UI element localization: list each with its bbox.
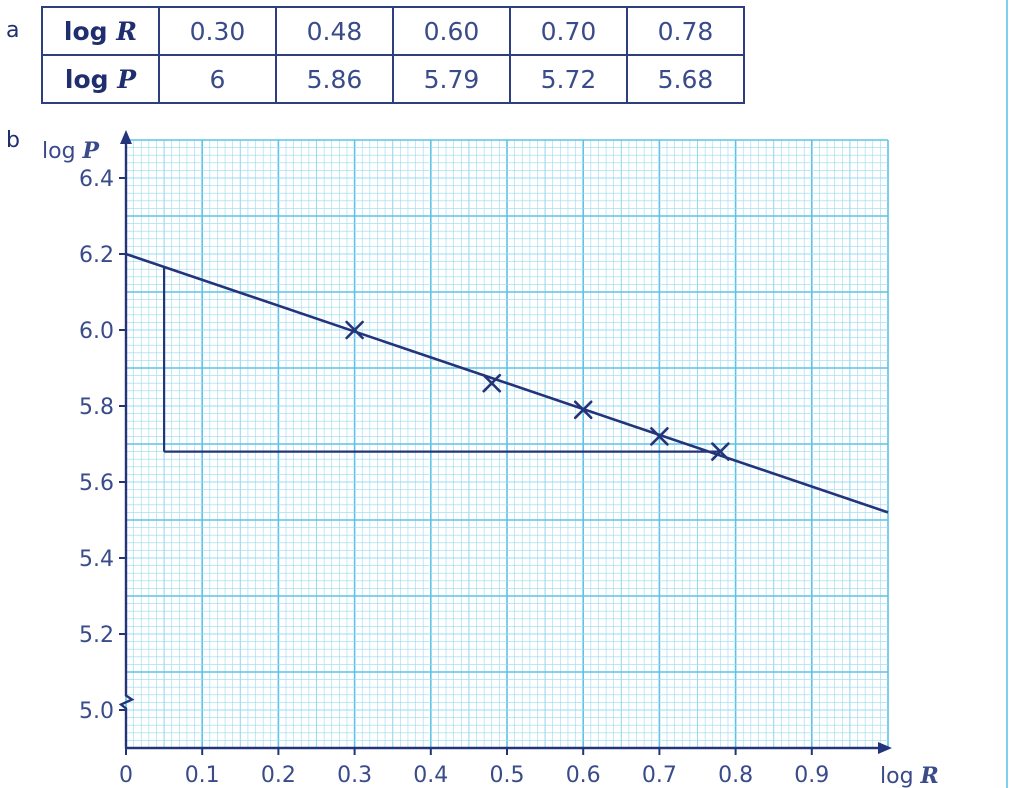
data-point	[573, 400, 593, 420]
table-cell: 0.30	[158, 6, 277, 56]
part-a-label: a	[6, 18, 20, 43]
table-cell: 0.78	[626, 6, 745, 56]
x-tick-label: 0	[119, 763, 133, 788]
x-tick-label: 0.3	[337, 763, 372, 788]
x-axis-arrow-icon	[878, 742, 892, 754]
y-tick-label: 5.2	[79, 623, 114, 648]
x-tick-label: 0.1	[185, 763, 220, 788]
x-marker-stroke	[482, 373, 502, 393]
best-fit-line	[125, 252, 889, 514]
data-points	[345, 320, 730, 461]
x-axis-title: log R	[880, 763, 939, 788]
y-axis-arrow-icon	[120, 130, 132, 144]
x-marker-stroke	[573, 400, 593, 420]
y-tick-label: 5.6	[79, 471, 114, 496]
grid	[125, 139, 889, 749]
table-cell: 0.60	[392, 6, 511, 56]
x-tick-label: 0.2	[261, 763, 296, 788]
part-b-label: b	[6, 128, 20, 153]
row-header-log-r: log R	[41, 6, 160, 56]
y-tick-label: 6.0	[79, 319, 114, 344]
axis-labels: log P log R	[42, 138, 939, 788]
data-table: log R 0.30 0.48 0.60 0.70 0.78 log P 6 5…	[41, 6, 745, 104]
y-tick-label: 5.8	[79, 395, 114, 420]
table-cell: 5.72	[509, 54, 628, 104]
table-cell: 5.86	[275, 54, 394, 104]
y-tick-label: 5.4	[79, 547, 114, 572]
y-axis-title: log P	[42, 138, 101, 164]
x-tick-label: 0.6	[566, 763, 601, 788]
x-marker-stroke	[345, 320, 364, 340]
y-tick-label: 6.4	[79, 167, 114, 192]
y-tick-label: 5.0	[79, 699, 114, 724]
x-tick-label: 0.7	[642, 763, 677, 788]
y-tick-label: 6.2	[79, 243, 114, 268]
data-point	[482, 373, 502, 393]
table-row-log-p: log P 6 5.86 5.79 5.72 5.68	[41, 54, 745, 104]
x-tick-label: 0.9	[794, 763, 829, 788]
fit-layer	[125, 252, 889, 514]
x-marker-stroke	[650, 427, 669, 446]
row-header-log-p: log P	[41, 54, 160, 104]
x-tick-label: 0.5	[490, 763, 525, 788]
table-cell: 0.70	[509, 6, 628, 56]
table-row-log-r: log R 0.30 0.48 0.60 0.70 0.78	[41, 6, 745, 56]
table-cell: 0.48	[275, 6, 394, 56]
table-cell: 5.68	[626, 54, 745, 104]
x-marker-stroke	[711, 442, 730, 461]
axes: 0 0.1 0.2 0.3 0.4 0.5 0.6 0.7 0.8 0.9 5.0 5.2 5.4 5.6…	[79, 130, 892, 788]
data-point	[650, 427, 669, 446]
x-tick-label: 0.8	[718, 763, 753, 788]
page-margin-rule	[1006, 0, 1008, 788]
data-point	[711, 442, 730, 461]
x-tick-label: 0.4	[413, 763, 448, 788]
table-cell: 5.79	[392, 54, 511, 104]
table-cell: 6	[158, 54, 277, 104]
data-point	[345, 320, 364, 340]
